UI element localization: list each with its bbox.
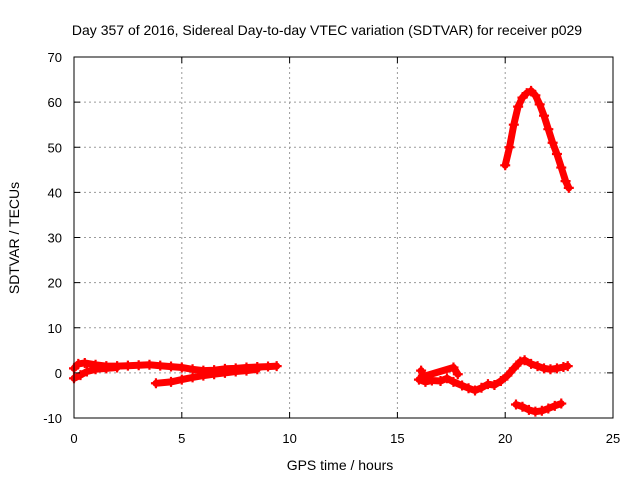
data-point [504, 142, 515, 153]
data-point [519, 355, 530, 366]
data-point [549, 400, 560, 411]
data-point [263, 361, 274, 372]
data-point [563, 182, 574, 193]
data-point [252, 364, 263, 375]
data-point [530, 90, 541, 101]
data-point [81, 366, 92, 377]
series-3 [413, 355, 573, 396]
data-point [101, 363, 112, 374]
data-point [150, 378, 161, 389]
x-tick-label: 10 [282, 431, 296, 446]
series-trace [152, 365, 261, 387]
data-point [198, 370, 209, 381]
data-point [230, 366, 241, 377]
data-point [495, 375, 506, 386]
data-point [441, 373, 452, 384]
y-tick-label: 40 [48, 185, 62, 200]
data-point [219, 367, 230, 378]
data-point [416, 365, 427, 376]
data-point [562, 361, 573, 372]
x-tick-label: 0 [70, 431, 77, 446]
y-tick-label: 60 [48, 95, 62, 110]
series-6 [510, 398, 567, 417]
data-point [508, 119, 519, 130]
data-point [176, 362, 187, 373]
y-tick-label: -10 [43, 411, 62, 426]
data-point [551, 149, 562, 160]
data-point [547, 137, 558, 148]
data-point [470, 385, 481, 396]
data-point [448, 362, 459, 373]
x-tick-label: 25 [606, 431, 620, 446]
series-4 [416, 362, 463, 382]
data-point [79, 357, 90, 368]
y-tick-label: 10 [48, 321, 62, 336]
data-point [90, 364, 101, 375]
y-tick-label: 50 [48, 140, 62, 155]
data-point [534, 99, 545, 110]
series-trace [417, 364, 462, 380]
y-axis-title: SDTVAR / TECUs [6, 182, 22, 294]
data-point [489, 380, 500, 391]
y-tick-labels: -10 0 10 20 30 40 50 60 70 [43, 50, 62, 426]
series-2 [150, 364, 263, 389]
x-tick-labels: 0 5 10 15 20 25 [70, 431, 620, 446]
data-point [463, 383, 474, 394]
data-point [122, 360, 133, 371]
data-point [209, 369, 220, 380]
data-point [448, 376, 459, 387]
data-point [543, 403, 554, 414]
x-tick-label: 5 [178, 431, 185, 446]
data-point [112, 362, 123, 373]
data-point [166, 361, 177, 372]
data-point [556, 162, 567, 173]
data-point [155, 360, 166, 371]
y-tick-label: 0 [55, 366, 62, 381]
axis-ticks [73, 56, 614, 419]
data-point [241, 365, 252, 376]
data-point [176, 374, 187, 385]
data-point [551, 363, 562, 374]
data-point [457, 380, 468, 391]
grid-lines [74, 57, 613, 418]
data-point [133, 360, 144, 371]
data-point [435, 375, 446, 386]
y-tick-label: 70 [48, 50, 62, 65]
data-point [418, 371, 429, 382]
series-5 [500, 85, 574, 193]
x-tick-label: 20 [498, 431, 512, 446]
data-point [513, 101, 524, 112]
data-series [69, 85, 574, 417]
x-tick-label: 15 [390, 431, 404, 446]
data-point [560, 176, 571, 187]
data-point [543, 124, 554, 135]
chart-title: Day 357 of 2016, Sidereal Day-to-day VTE… [72, 22, 582, 38]
data-point [502, 370, 513, 381]
data-point [508, 363, 519, 374]
data-point [510, 399, 521, 410]
data-point [532, 361, 543, 372]
data-point [452, 369, 463, 380]
data-point [523, 404, 534, 415]
data-point [187, 372, 198, 383]
data-point [536, 405, 547, 416]
data-point [500, 160, 511, 171]
data-point [556, 398, 567, 409]
data-point [476, 382, 487, 393]
data-point [539, 110, 550, 121]
series-trace [501, 87, 573, 192]
data-point [75, 370, 86, 381]
y-tick-label: 30 [48, 231, 62, 246]
y-tick-label: 20 [48, 276, 62, 291]
data-point [144, 359, 155, 370]
x-axis-title: GPS time / hours [287, 457, 394, 473]
data-point [526, 358, 537, 369]
data-point [271, 361, 282, 372]
data-point [517, 401, 528, 412]
data-point [166, 376, 177, 387]
